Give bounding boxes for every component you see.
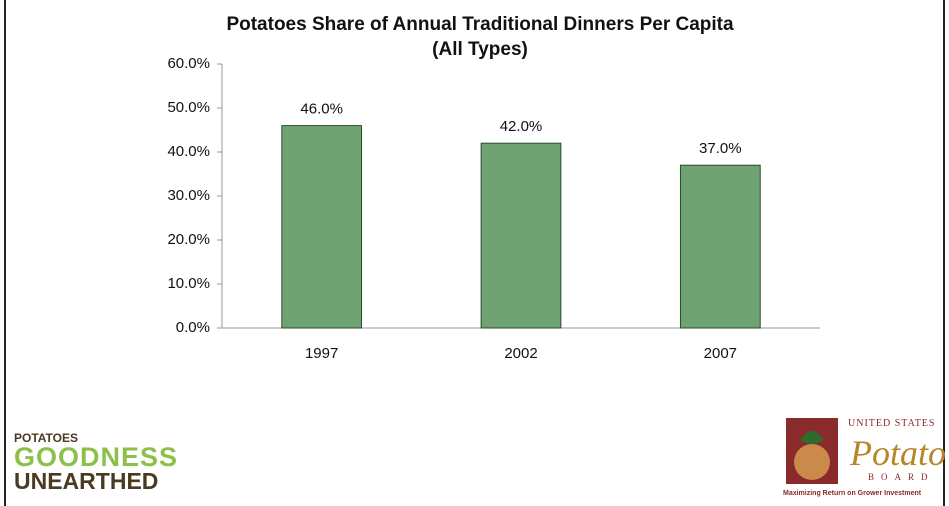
y-tick-label: 40.0% [167,143,210,160]
x-tick-label: 1997 [305,345,338,362]
logo-text: Potato [850,433,946,473]
logo-text: POTATOES [14,431,79,445]
logo-text: UNEARTHED [14,468,159,494]
x-tick-label: 2007 [704,345,737,362]
logo-text: Maximizing Return on Grower Investment [783,490,922,497]
y-tick-label: 0.0% [176,319,210,336]
value-label: 37.0% [699,140,742,157]
y-tick-label: 30.0% [167,187,210,204]
x-tick-label: 2002 [504,345,537,362]
logo-text: BOARD [868,472,935,482]
bar [679,164,761,329]
bar [281,125,363,329]
y-tick-label: 60.0% [167,55,210,72]
y-tick-label: 50.0% [167,99,210,116]
logo-text: GOODNESS [14,442,179,472]
value-label: 42.0% [500,118,543,135]
board-logo-leaf [800,431,824,444]
board-logo-potato [794,444,830,480]
bar [480,142,562,329]
value-label: 46.0% [300,101,343,118]
y-tick-label: 20.0% [167,231,210,248]
logo-text: UNITED STATES [848,418,936,429]
chart-title: Potatoes Share of Annual Traditional Din… [226,14,734,60]
y-tick-label: 10.0% [167,275,210,292]
